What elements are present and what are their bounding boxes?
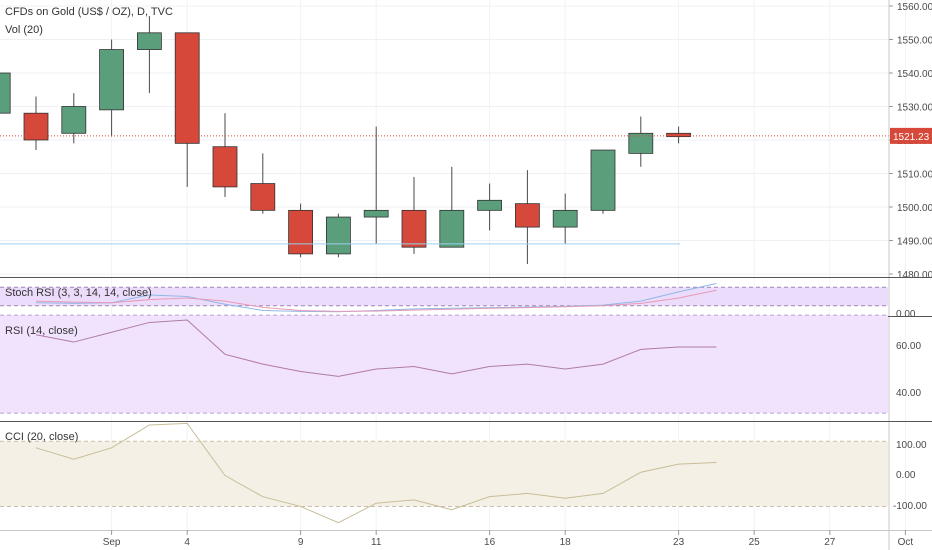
candle-body	[325, 216, 351, 255]
candle-body	[212, 146, 238, 188]
price-tick-label: 1540.00	[897, 69, 932, 80]
last-price-badge: 1521.23	[890, 127, 932, 144]
candle-body	[515, 203, 540, 228]
price-tick-label: 1510.00	[897, 170, 932, 181]
cci-title: CCI (20, close)	[5, 431, 78, 443]
candle-body	[439, 209, 465, 248]
rsi-band	[0, 315, 888, 414]
time-tick-label: 23	[673, 537, 685, 548]
time-tick-label: 11	[371, 537, 382, 548]
price-tick-label: 1550.00	[897, 36, 932, 47]
rsi-series-line	[35, 319, 717, 377]
time-tick-label: 16	[484, 537, 496, 548]
candle-body	[136, 32, 162, 50]
rsi-tick-label: 60.00	[896, 341, 921, 352]
candle-body	[477, 199, 503, 211]
time-tick-label: Sep	[103, 537, 121, 548]
rsi-tick-label: 40.00	[896, 388, 921, 399]
volume-label: Vol (20)	[5, 24, 43, 36]
price-candles	[0, 16, 691, 264]
candle-body	[552, 209, 578, 228]
cci-tick-label: 0.00	[896, 470, 916, 481]
price-tick-label: 1560.00	[897, 2, 932, 13]
time-tick-label: 27	[824, 537, 836, 548]
cci-pane	[0, 422, 888, 524]
cci-band	[0, 441, 888, 507]
candle-body	[288, 209, 314, 255]
stoch-rsi-pane	[0, 282, 888, 313]
candle-body	[590, 149, 616, 211]
time-tick-label: 9	[298, 537, 304, 548]
candle-body	[401, 209, 427, 248]
candle-body	[99, 49, 124, 111]
time-axis-ticks[interactable]: Sep 4 9 11 16 18 23 25 27 Oct	[103, 530, 914, 548]
price-tick-label: 1480.00	[897, 270, 932, 281]
candle-body	[174, 32, 200, 144]
candle-body	[628, 132, 654, 154]
time-tick-label: 4	[184, 537, 190, 548]
price-tick-label: 1500.00	[897, 203, 932, 214]
rsi-title: RSI (14, close)	[5, 325, 78, 337]
rsi-pane	[0, 314, 888, 414]
candle-body	[61, 106, 87, 134]
symbol-title: CFDs on Gold (US$ / OZ), D, TVC	[5, 6, 173, 18]
stoch-rsi-title: Stoch RSI (3, 3, 14, 14, close)	[5, 287, 152, 299]
candle-body	[363, 209, 389, 218]
time-tick-label: 18	[560, 537, 572, 548]
time-tick-label: 25	[749, 537, 761, 548]
time-tick-label: Oct	[898, 537, 914, 548]
candle-body	[0, 72, 11, 114]
candle-body	[250, 183, 276, 211]
cci-series-line	[35, 422, 717, 524]
stoch-tick-label: 0.00	[896, 309, 916, 320]
cci-tick-label: -100.00	[893, 501, 927, 512]
candle-body	[666, 132, 691, 138]
price-tick-label: 1530.00	[897, 103, 932, 114]
stoch-rsi-series-line	[35, 289, 717, 312]
price-tick-label: 1490.00	[897, 237, 932, 248]
last-price-value: 1521.23	[893, 132, 930, 143]
stoch-rsi-series-line	[35, 282, 717, 313]
cci-tick-label: 100.00	[896, 440, 927, 451]
